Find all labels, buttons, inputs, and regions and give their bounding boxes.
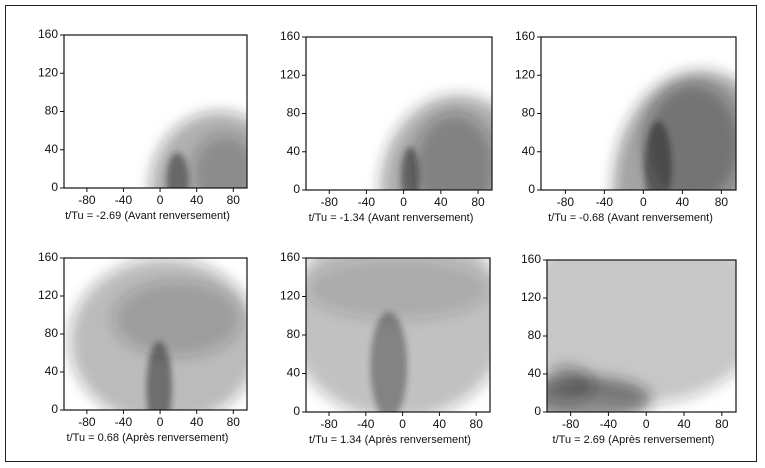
x-tick-label: -80 [78, 415, 96, 429]
x-tick-label: -40 [115, 415, 133, 429]
x-tick-label: -80 [320, 417, 338, 431]
density-image [547, 260, 736, 412]
x-axis-label: t/Tu = 2.69 (Après renversement) [553, 434, 715, 446]
y-tick-label: 40 [522, 144, 536, 158]
y-tick-label: 160 [38, 250, 58, 264]
y-tick-label: 40 [45, 364, 59, 378]
y-tick-label: 0 [293, 404, 300, 418]
y-tick-label: 80 [287, 106, 301, 120]
x-tick-label: -80 [562, 417, 580, 431]
x-tick-label: 0 [157, 415, 164, 429]
density-region [306, 258, 490, 320]
y-tick-label: 0 [528, 182, 535, 196]
y-tick-label: 80 [522, 106, 536, 120]
y-tick-label: 40 [287, 366, 301, 380]
panel: 0 40 80 120 160 -80 -40 0 40 80 t/Tu = 0.68 (Après… [38, 250, 248, 444]
density-region [166, 152, 189, 188]
x-axis-label: t/Tu = -0.68 (Avant renversement) [548, 212, 713, 224]
figure-border [5, 5, 757, 462]
y-tick-label: 120 [280, 67, 300, 81]
density-region [413, 113, 492, 190]
x-tick-label: 0 [399, 417, 406, 431]
y-tick-label: 40 [287, 144, 301, 158]
x-axis-label: t/Tu = 0.68 (Après renversement) [67, 432, 229, 444]
y-tick-label: 40 [528, 366, 542, 380]
x-tick-label: -80 [321, 195, 339, 209]
y-tick-label: 80 [45, 326, 59, 340]
x-tick-label: 80 [227, 415, 241, 429]
x-tick-label: -40 [358, 195, 376, 209]
panel: 0 40 80 120 160 -80 -40 0 40 80 t/Tu = -1.34 (Avan… [280, 29, 493, 224]
panel: 0 40 80 120 160 -80 -40 0 40 80 t/Tu = -2.69 (Avan… [38, 27, 248, 222]
y-tick-label: 120 [38, 288, 58, 302]
x-tick-label: 40 [434, 195, 448, 209]
x-axis-label: t/Tu = -1.34 (Avant renversement) [309, 212, 474, 224]
y-tick-label: 160 [280, 29, 300, 43]
y-tick-label: 80 [528, 328, 542, 342]
x-tick-label: -40 [596, 195, 614, 209]
density-image [69, 258, 247, 410]
density-region [146, 341, 172, 410]
x-tick-label: -80 [78, 193, 96, 207]
y-tick-label: 120 [521, 290, 541, 304]
y-tick-label: 80 [287, 327, 301, 341]
x-axis-label: t/Tu = -2.69 (Avant renversement) [65, 210, 230, 222]
x-tick-label: 80 [470, 417, 484, 431]
density-image [150, 111, 247, 188]
x-tick-label: 0 [157, 193, 164, 207]
y-tick-label: 0 [51, 180, 58, 194]
x-tick-label: -40 [115, 193, 133, 207]
density-region [547, 260, 736, 405]
y-tick-label: 160 [515, 29, 535, 43]
density-region [547, 366, 595, 403]
y-tick-label: 0 [534, 404, 541, 418]
x-tick-label: 80 [715, 417, 729, 431]
panel: 0 40 80 120 160 -80 -40 0 40 80 t/Tu = 1.34 (Après… [280, 250, 491, 446]
y-tick-label: 120 [280, 289, 300, 303]
y-tick-label: 120 [515, 67, 535, 81]
x-axis-label: t/Tu = 1.34 (Après renversement) [309, 434, 471, 446]
y-tick-label: 40 [45, 142, 59, 156]
density-region [644, 82, 736, 190]
x-tick-label: 0 [400, 195, 407, 209]
x-tick-label: 80 [227, 193, 241, 207]
density-image [613, 70, 736, 190]
y-tick-label: 0 [293, 182, 300, 196]
x-tick-label: -40 [357, 417, 375, 431]
x-tick-label: 80 [715, 195, 729, 209]
x-tick-label: 40 [676, 195, 690, 209]
density-image [306, 258, 490, 412]
x-tick-label: 40 [677, 417, 691, 431]
x-tick-label: 40 [190, 193, 204, 207]
x-tick-label: 40 [190, 415, 204, 429]
x-tick-label: -80 [557, 195, 575, 209]
x-tick-label: 0 [643, 417, 650, 431]
y-tick-label: 160 [521, 252, 541, 266]
density-image [380, 95, 492, 190]
y-tick-label: 80 [45, 104, 59, 118]
x-tick-label: 80 [471, 195, 485, 209]
y-tick-label: 160 [38, 27, 58, 41]
density-region [370, 311, 408, 412]
y-tick-label: 160 [280, 250, 300, 264]
x-tick-label: -40 [600, 417, 618, 431]
density-region [192, 134, 247, 188]
y-tick-label: 120 [38, 65, 58, 79]
x-tick-label: 40 [433, 417, 447, 431]
density-region [113, 280, 242, 357]
x-tick-label: 0 [640, 195, 647, 209]
y-tick-label: 0 [51, 402, 58, 416]
